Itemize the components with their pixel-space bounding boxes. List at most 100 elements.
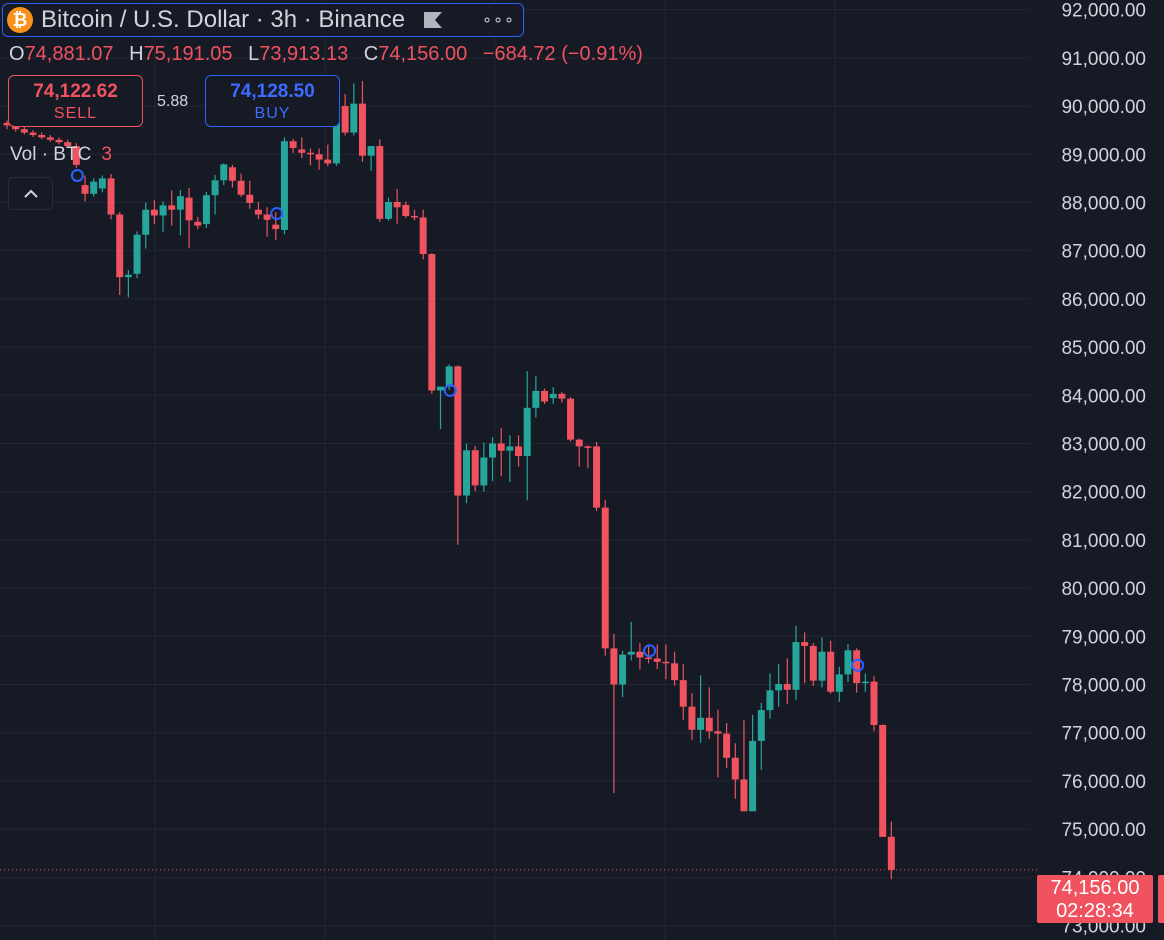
candle (358, 80, 366, 162)
candle-body (879, 725, 887, 837)
candle (428, 253, 436, 394)
y-tick-label: 85,000.00 (1061, 338, 1146, 359)
candle (783, 658, 791, 705)
candle (480, 442, 488, 492)
low-value: 73,913.13 (259, 43, 349, 65)
candle (46, 134, 54, 142)
candle (827, 640, 835, 694)
candle (306, 148, 314, 166)
volume-value: 3 (101, 144, 112, 165)
candle (29, 130, 37, 137)
candle (887, 821, 895, 880)
y-tick-label: 89,000.00 (1061, 145, 1146, 166)
candle-body (38, 134, 46, 138)
candle-body (81, 185, 89, 194)
flag-icon[interactable] (423, 11, 443, 29)
candle (237, 173, 245, 197)
candle-body (705, 717, 713, 732)
candle-body (263, 214, 271, 220)
candle-body (558, 393, 566, 399)
collapse-legend-button[interactable] (8, 177, 53, 210)
candle-body (887, 836, 895, 870)
candle-body (437, 386, 444, 391)
candle-body (289, 141, 297, 148)
symbol-header[interactable]: ₿ Bitcoin / U.S. Dollar · 3h · Binance ∘… (2, 3, 524, 37)
candle (410, 209, 418, 221)
candle (185, 188, 193, 249)
event-markers (70, 168, 865, 672)
candle-body (332, 106, 340, 164)
candle-body (601, 507, 609, 649)
low-key: L (248, 43, 260, 65)
candle (202, 191, 210, 229)
sell-button[interactable]: 74,122.62 SELL (8, 75, 143, 127)
candle (740, 720, 748, 812)
candle-body (523, 407, 531, 457)
y-tick-label: 92,000.00 (1061, 1, 1146, 22)
candle (116, 212, 124, 296)
candle-body (515, 446, 523, 457)
y-tick-label: 76,000.00 (1061, 772, 1146, 793)
candle-body (64, 142, 72, 147)
candle (142, 202, 150, 249)
volume-label: Vol · BTC (10, 144, 92, 165)
candle (124, 269, 132, 298)
sell-price: 74,122.62 (33, 81, 118, 102)
candle (341, 94, 349, 136)
candle-body (827, 651, 835, 692)
candle-body (350, 103, 358, 133)
candle (150, 200, 158, 225)
candle (766, 673, 774, 719)
last-price-value: 74,156.00 (1050, 877, 1140, 899)
candle-body (541, 390, 549, 402)
candle-body (697, 717, 705, 730)
buy-button[interactable]: 74,128.50 BUY (205, 75, 340, 127)
y-tick-label: 77,000.00 (1061, 724, 1146, 745)
candle (220, 163, 228, 186)
candle-body (662, 661, 670, 664)
candle (558, 391, 566, 403)
candle-body (341, 106, 349, 133)
open-key: O (9, 43, 25, 65)
candle (437, 386, 444, 430)
candle-body (688, 706, 696, 730)
candle-body (575, 439, 583, 447)
candle-body (12, 126, 20, 130)
candle (194, 216, 202, 229)
candle (567, 397, 575, 442)
event-marker[interactable] (270, 207, 284, 221)
candle (801, 632, 809, 684)
candle (653, 644, 661, 670)
candle (20, 126, 28, 135)
candle (168, 190, 176, 226)
price-axis[interactable]: 73,000.0074,000.0075,000.0076,000.0077,0… (1061, 1, 1146, 938)
candle-body (358, 103, 366, 156)
candle (376, 139, 384, 222)
more-icon[interactable]: ∘∘∘ (481, 12, 515, 29)
candle-body (124, 274, 132, 278)
candle-body (185, 197, 193, 221)
event-marker[interactable] (70, 168, 84, 182)
chevron-up-icon (23, 189, 38, 198)
change-value: −684.72 (−0.91%) (482, 43, 643, 65)
event-marker[interactable] (851, 658, 865, 672)
event-marker[interactable] (643, 644, 657, 658)
candle-body (150, 209, 158, 216)
candle-body (402, 204, 410, 216)
candle-body (46, 137, 54, 140)
candle-body (844, 650, 852, 675)
candle (393, 188, 401, 224)
candle-body (367, 146, 375, 156)
candle (506, 435, 514, 483)
candle (315, 148, 323, 170)
event-marker[interactable] (443, 383, 457, 397)
symbol-title[interactable]: Bitcoin / U.S. Dollar · 3h · Binance (41, 6, 406, 33)
candle (107, 174, 115, 220)
candle (697, 675, 705, 743)
candle (679, 664, 687, 720)
open-value: 74,881.07 (24, 43, 114, 65)
candle-body (298, 149, 306, 153)
candle-body (280, 141, 288, 230)
high-key: H (129, 43, 144, 65)
